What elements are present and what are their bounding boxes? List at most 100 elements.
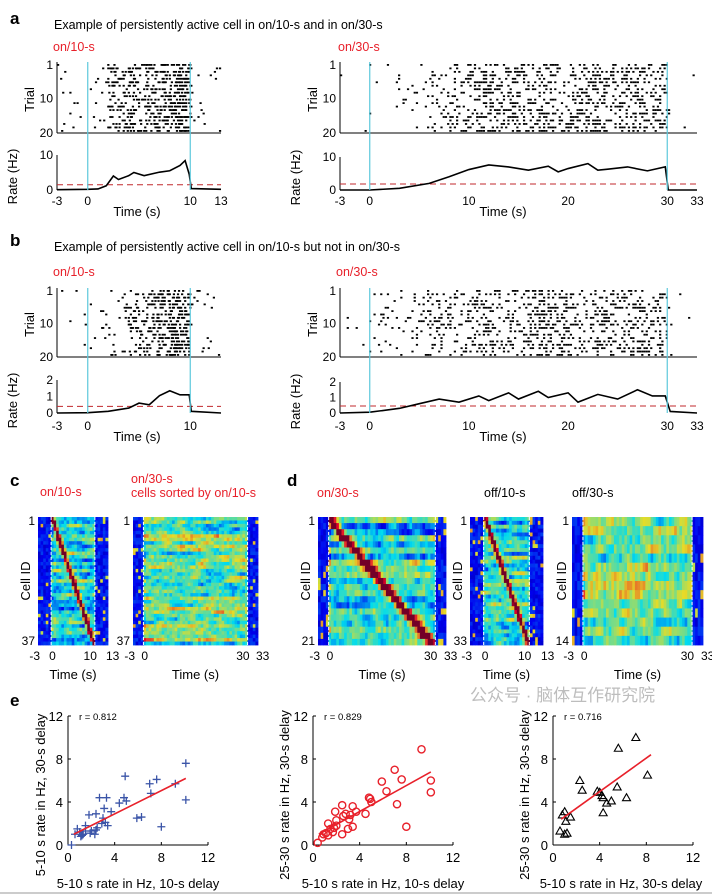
spike: [185, 74, 188, 77]
heatmap-cell: [237, 593, 241, 597]
heatmap-cell: [48, 558, 52, 563]
heatmap-cell: [97, 517, 101, 521]
spike: [630, 354, 633, 356]
spike: [473, 343, 477, 346]
heatmap-cell: [226, 613, 230, 618]
heatmap-cell: [153, 517, 157, 521]
spike: [612, 293, 615, 296]
spike: [507, 293, 510, 296]
spike: [516, 74, 519, 77]
spike: [607, 84, 610, 87]
spike: [549, 98, 552, 101]
spike: [187, 91, 190, 94]
heatmap-cell: [182, 603, 186, 608]
heatmap-cell: [153, 603, 157, 608]
spike: [540, 109, 544, 111]
heatmap-cell: [69, 613, 73, 618]
heatmap-cell: [38, 534, 41, 539]
spike: [549, 88, 552, 91]
heatmap-cell: [53, 572, 57, 577]
heatmap-cell: [179, 534, 183, 539]
spike: [147, 296, 150, 299]
heatmap-cell: [250, 582, 254, 587]
heatmap-cell: [169, 523, 173, 528]
heatmap-cell: [179, 575, 183, 580]
spike: [109, 98, 112, 101]
heatmap-cell: [140, 624, 144, 629]
heatmap-cell: [237, 517, 241, 521]
heatmap-cell: [53, 537, 57, 542]
spike: [164, 95, 167, 98]
heatmap-cell: [244, 603, 248, 608]
spike: [638, 347, 642, 350]
heatmap-cell: [221, 558, 225, 563]
spike: [157, 313, 160, 316]
heatmap-cell: [203, 527, 207, 532]
spike: [480, 316, 483, 319]
heatmap-cell: [89, 530, 93, 535]
heatmap-cell: [247, 520, 251, 525]
rate-tick-label: 10: [323, 150, 337, 164]
heatmap-cell: [102, 565, 106, 570]
spike: [632, 306, 635, 309]
heatmap-cell: [234, 575, 238, 580]
heatmap-cell: [140, 593, 144, 597]
spike: [162, 126, 165, 129]
spike: [469, 310, 472, 313]
spike: [598, 340, 602, 343]
spike: [529, 119, 532, 122]
heatmap-cell: [71, 582, 75, 587]
heatmap-cell: [43, 523, 47, 528]
spike: [156, 70, 159, 73]
heatmap-cell: [87, 575, 91, 580]
spike: [603, 290, 606, 292]
heatmap-cell: [164, 530, 168, 535]
heatmap-cell: [187, 534, 191, 539]
spike: [485, 330, 488, 333]
spike: [643, 102, 646, 105]
heatmap-cell: [216, 520, 220, 525]
heatmap-cell: [38, 548, 41, 552]
spike: [589, 327, 593, 329]
heatmap-cell: [71, 565, 75, 570]
heatmap-cell: [208, 586, 212, 591]
heatmap-cell: [79, 523, 83, 528]
heatmap-cell: [213, 541, 217, 546]
spike: [576, 303, 579, 306]
spike: [645, 119, 648, 122]
spike: [435, 84, 439, 87]
spike: [547, 354, 550, 356]
heatmap-cell: [53, 634, 57, 639]
spike: [103, 119, 106, 122]
spike: [650, 74, 653, 77]
spike: [652, 105, 655, 108]
heatmap-cell: [40, 541, 44, 546]
spike: [113, 333, 116, 336]
heatmap-cell: [218, 603, 222, 608]
spike: [402, 330, 405, 333]
heatmap-cell: [105, 600, 109, 604]
heatmap-cell: [140, 617, 144, 622]
heatmap-cell: [63, 534, 67, 539]
spike: [498, 316, 501, 319]
heatmap-cell: [58, 596, 62, 601]
heatmap-cell: [84, 548, 88, 552]
heatmap-cell: [56, 620, 60, 625]
heatmap-cell: [224, 561, 228, 566]
spike: [516, 290, 519, 292]
heatmap-cell: [40, 610, 44, 615]
heatmap-cell: [226, 603, 230, 608]
spike: [163, 98, 166, 101]
heatmap-cell: [92, 561, 96, 566]
heatmap-cell: [161, 565, 165, 570]
spike: [560, 350, 564, 353]
spike: [529, 327, 532, 329]
spike: [632, 337, 635, 339]
heatmap-cell: [140, 523, 144, 528]
heatmap-cell: [237, 610, 241, 615]
heatmap-cell: [95, 593, 99, 597]
heatmap-cell: [218, 551, 222, 556]
heatmap-cell: [195, 617, 199, 622]
heatmap-cell: [185, 603, 189, 608]
heatmap-cell: [148, 610, 152, 615]
